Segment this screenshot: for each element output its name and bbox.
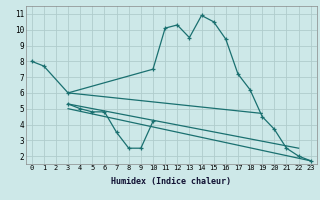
X-axis label: Humidex (Indice chaleur): Humidex (Indice chaleur) (111, 177, 231, 186)
